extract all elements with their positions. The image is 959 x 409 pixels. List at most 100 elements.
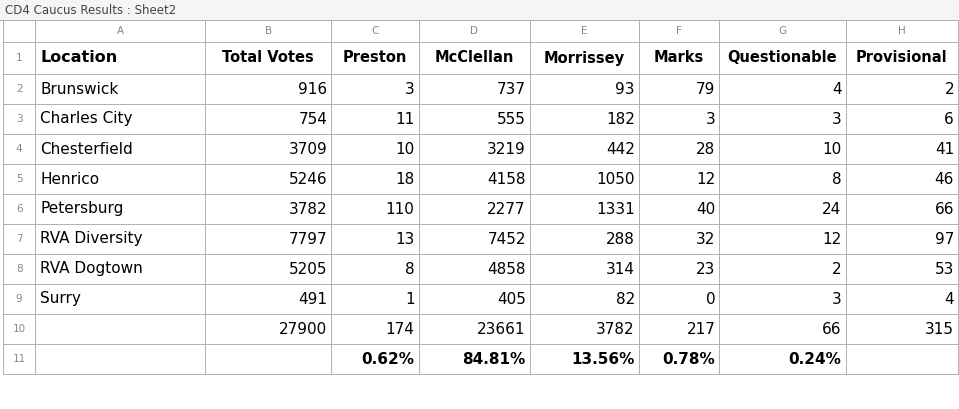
Text: 23: 23 <box>696 261 715 276</box>
Text: 3782: 3782 <box>596 321 635 337</box>
Text: Chesterfield: Chesterfield <box>40 142 133 157</box>
Text: 28: 28 <box>696 142 715 157</box>
Text: 217: 217 <box>687 321 715 337</box>
Text: 8: 8 <box>831 171 841 187</box>
Text: Provisional: Provisional <box>856 50 947 65</box>
Text: 405: 405 <box>497 292 526 306</box>
Text: 84.81%: 84.81% <box>462 351 526 366</box>
Text: 3219: 3219 <box>487 142 526 157</box>
Text: 2: 2 <box>831 261 841 276</box>
Text: 1: 1 <box>15 53 22 63</box>
Text: 12: 12 <box>696 171 715 187</box>
Text: 288: 288 <box>606 231 635 247</box>
Text: 3782: 3782 <box>289 202 327 216</box>
Text: 6: 6 <box>945 112 954 126</box>
Text: 442: 442 <box>606 142 635 157</box>
Text: Charles City: Charles City <box>40 112 132 126</box>
Text: 182: 182 <box>606 112 635 126</box>
Text: 12: 12 <box>822 231 841 247</box>
Text: 66: 66 <box>934 202 954 216</box>
Text: 9: 9 <box>15 294 22 304</box>
Text: 3: 3 <box>831 112 841 126</box>
Text: 737: 737 <box>497 81 526 97</box>
Text: 8: 8 <box>15 264 22 274</box>
Text: 3709: 3709 <box>289 142 327 157</box>
Text: 10: 10 <box>12 324 26 334</box>
Text: 4858: 4858 <box>487 261 526 276</box>
Text: 4: 4 <box>15 144 22 154</box>
Text: 3: 3 <box>706 112 715 126</box>
Text: Petersburg: Petersburg <box>40 202 124 216</box>
Text: Total Votes: Total Votes <box>222 50 314 65</box>
Text: 97: 97 <box>935 231 954 247</box>
Text: 5246: 5246 <box>289 171 327 187</box>
Text: B: B <box>265 26 271 36</box>
Text: RVA Dogtown: RVA Dogtown <box>40 261 143 276</box>
Text: H: H <box>898 26 905 36</box>
Text: E: E <box>581 26 588 36</box>
Text: 66: 66 <box>822 321 841 337</box>
Text: 40: 40 <box>696 202 715 216</box>
Text: 5205: 5205 <box>289 261 327 276</box>
Text: 1: 1 <box>405 292 414 306</box>
Text: Brunswick: Brunswick <box>40 81 118 97</box>
Text: 1050: 1050 <box>596 171 635 187</box>
Text: 6: 6 <box>15 204 22 214</box>
Text: 2: 2 <box>945 81 954 97</box>
Text: 93: 93 <box>616 81 635 97</box>
Text: F: F <box>676 26 682 36</box>
Text: 7797: 7797 <box>289 231 327 247</box>
Text: 3: 3 <box>405 81 414 97</box>
Text: 53: 53 <box>935 261 954 276</box>
Text: 10: 10 <box>822 142 841 157</box>
Text: G: G <box>779 26 786 36</box>
Text: 174: 174 <box>386 321 414 337</box>
Text: C: C <box>371 26 379 36</box>
Text: 41: 41 <box>935 142 954 157</box>
Text: Morrissey: Morrissey <box>544 50 625 65</box>
Text: 754: 754 <box>298 112 327 126</box>
Text: 13.56%: 13.56% <box>572 351 635 366</box>
Text: 10: 10 <box>395 142 414 157</box>
Text: Preston: Preston <box>342 50 407 65</box>
Text: 0.62%: 0.62% <box>362 351 414 366</box>
Text: 79: 79 <box>696 81 715 97</box>
Text: 3: 3 <box>831 292 841 306</box>
Text: 314: 314 <box>606 261 635 276</box>
Text: 7: 7 <box>15 234 22 244</box>
Text: 27900: 27900 <box>279 321 327 337</box>
Text: 4158: 4158 <box>487 171 526 187</box>
Text: 32: 32 <box>696 231 715 247</box>
Text: McClellan: McClellan <box>434 50 514 65</box>
Text: Marks: Marks <box>654 50 704 65</box>
Text: Henrico: Henrico <box>40 171 100 187</box>
Text: 5: 5 <box>15 174 22 184</box>
Text: 82: 82 <box>616 292 635 306</box>
Text: 2277: 2277 <box>487 202 526 216</box>
Text: 916: 916 <box>298 81 327 97</box>
Text: 4: 4 <box>945 292 954 306</box>
Text: 23661: 23661 <box>478 321 526 337</box>
Text: 8: 8 <box>405 261 414 276</box>
Text: 0.24%: 0.24% <box>788 351 841 366</box>
Text: RVA Diversity: RVA Diversity <box>40 231 143 247</box>
Text: Surry: Surry <box>40 292 81 306</box>
Text: 18: 18 <box>395 171 414 187</box>
Text: 0: 0 <box>706 292 715 306</box>
Text: 0.78%: 0.78% <box>663 351 715 366</box>
Text: CD4 Caucus Results : Sheet2: CD4 Caucus Results : Sheet2 <box>5 4 176 16</box>
Text: 13: 13 <box>395 231 414 247</box>
Text: 2: 2 <box>15 84 22 94</box>
Text: 11: 11 <box>395 112 414 126</box>
Text: 315: 315 <box>925 321 954 337</box>
Text: D: D <box>470 26 479 36</box>
Text: 4: 4 <box>831 81 841 97</box>
Text: 555: 555 <box>497 112 526 126</box>
Text: Location: Location <box>40 50 117 65</box>
Text: 1331: 1331 <box>596 202 635 216</box>
Text: Questionable: Questionable <box>728 50 837 65</box>
Text: A: A <box>116 26 124 36</box>
Text: 46: 46 <box>935 171 954 187</box>
Text: 24: 24 <box>822 202 841 216</box>
Bar <box>0 0 959 20</box>
